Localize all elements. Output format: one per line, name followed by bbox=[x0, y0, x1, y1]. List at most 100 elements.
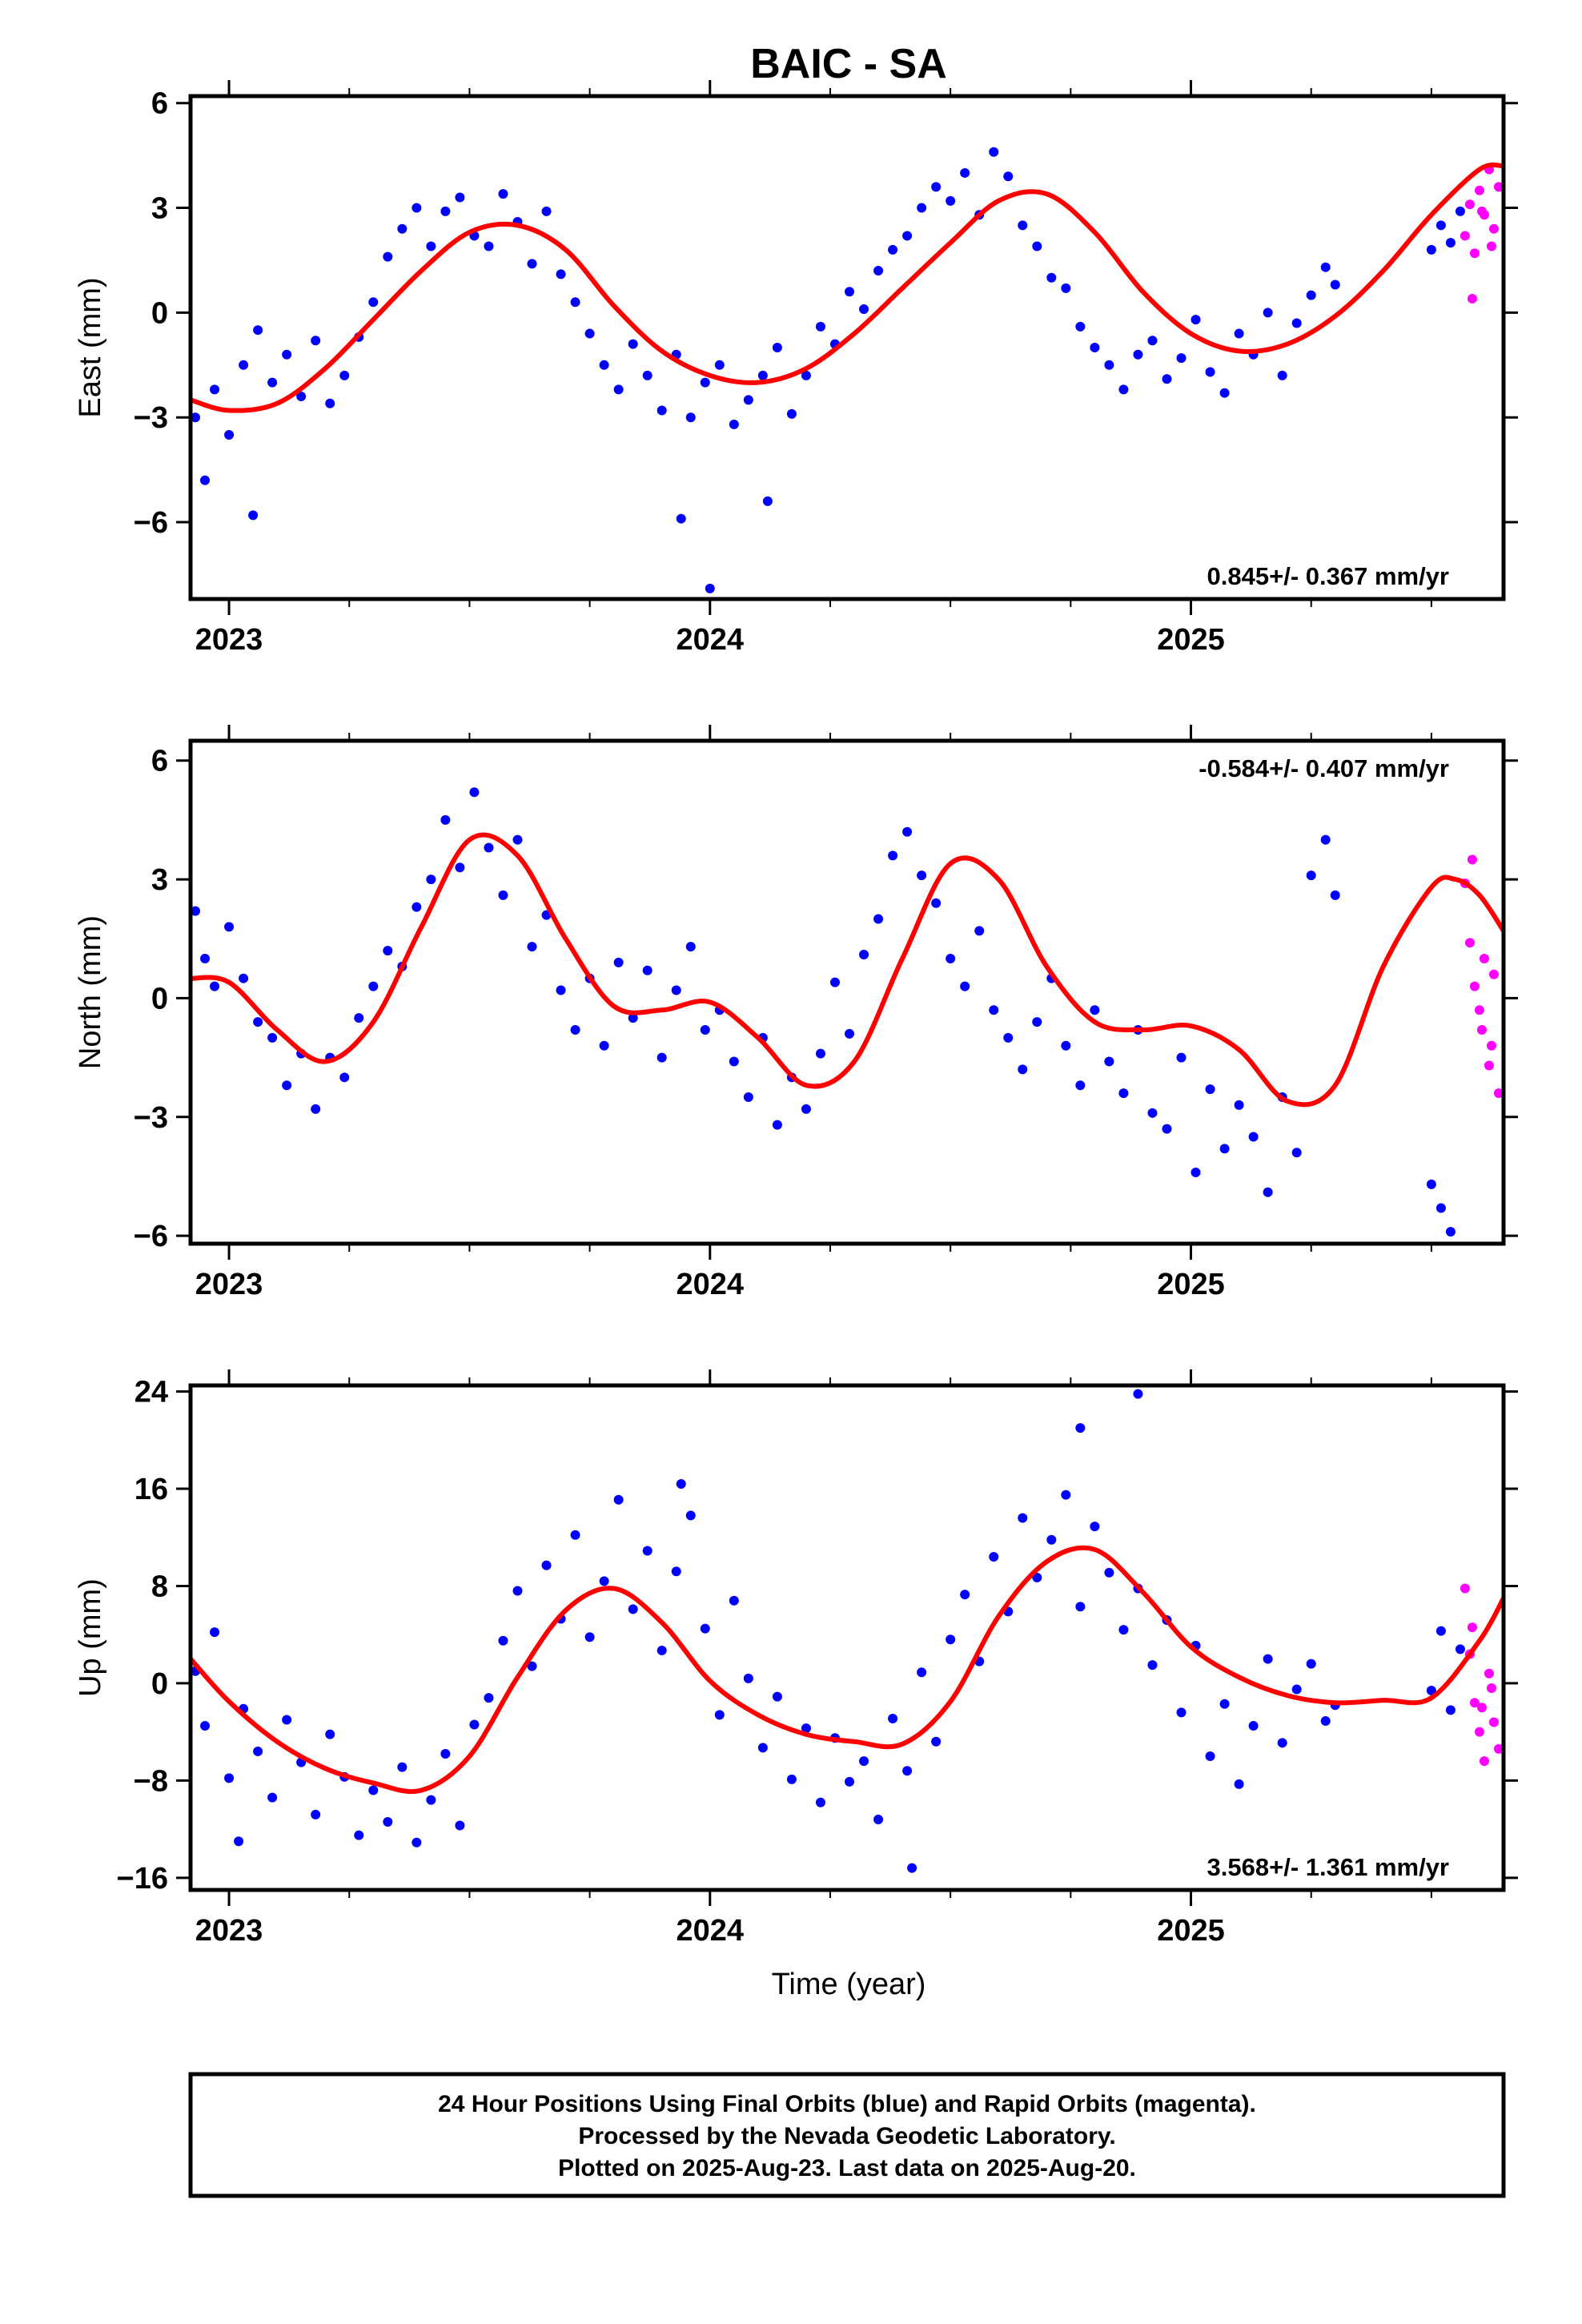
north-final-point bbox=[743, 1092, 753, 1103]
east-final-point bbox=[613, 384, 624, 395]
north-rapid-point bbox=[1464, 938, 1475, 948]
north-final-point bbox=[200, 953, 211, 963]
up-final-point bbox=[642, 1546, 652, 1556]
east-final-point bbox=[1090, 343, 1100, 352]
up-final-point bbox=[426, 1795, 436, 1805]
east-final-point bbox=[1330, 279, 1340, 290]
east-final-point bbox=[946, 195, 956, 206]
north-final-point bbox=[1426, 1179, 1436, 1189]
east-final-point bbox=[1320, 262, 1331, 272]
east-final-point bbox=[786, 408, 797, 419]
x-axis-label: Time (year) bbox=[772, 1968, 926, 2001]
north-final-point bbox=[782, 0, 792, 5]
east-final-point bbox=[200, 475, 211, 485]
up-final-point bbox=[1306, 1659, 1316, 1669]
north-final-point bbox=[873, 914, 884, 924]
north-y-tick-label: −3 bbox=[134, 1101, 168, 1135]
east-final-point bbox=[498, 189, 508, 199]
up-final-point bbox=[946, 1634, 956, 1645]
up-y-tick-label: 24 bbox=[135, 1376, 168, 1409]
east-final-point bbox=[700, 377, 710, 388]
up-rapid-point bbox=[1493, 1743, 1504, 1754]
east-final-point bbox=[1147, 336, 1158, 346]
up-final-point bbox=[210, 1627, 220, 1638]
north-final-point bbox=[917, 870, 927, 881]
up-final-point bbox=[1263, 1654, 1273, 1664]
north-final-point bbox=[1435, 1203, 1446, 1213]
east-final-point bbox=[1435, 220, 1446, 231]
east-final-point bbox=[960, 167, 970, 178]
north-final-point bbox=[815, 1048, 825, 1059]
up-final-point bbox=[397, 1762, 408, 1772]
east-x-tick-label: 2025 bbox=[1157, 623, 1225, 657]
north-final-point bbox=[613, 957, 624, 967]
north-final-point bbox=[1032, 1017, 1042, 1027]
north-final-point bbox=[946, 953, 956, 963]
up-final-point bbox=[1046, 1534, 1057, 1545]
north-final-point bbox=[700, 1024, 710, 1035]
north-final-point bbox=[1254, 0, 1263, 5]
up-final-point bbox=[570, 1530, 580, 1540]
north-final-point bbox=[801, 1104, 811, 1114]
up-final-point bbox=[368, 1785, 379, 1795]
north-final-point bbox=[960, 981, 970, 991]
east-final-point bbox=[455, 192, 465, 203]
east-final-point bbox=[656, 405, 667, 416]
up-rapid-point bbox=[1467, 1622, 1477, 1633]
east-final-point bbox=[1061, 283, 1071, 293]
up-final-point bbox=[656, 1645, 667, 1655]
up-final-point bbox=[325, 1729, 335, 1739]
north-final-point bbox=[484, 842, 494, 853]
up-final-point bbox=[1090, 1522, 1100, 1532]
north-final-point bbox=[859, 950, 869, 960]
east-final-point bbox=[772, 343, 782, 352]
north-final-point bbox=[656, 1052, 667, 1063]
north-rapid-point bbox=[1484, 1060, 1494, 1071]
east-final-point bbox=[397, 223, 408, 234]
up-final-point bbox=[354, 1830, 364, 1840]
up-final-point bbox=[1248, 1721, 1259, 1731]
north-final-point bbox=[931, 898, 942, 908]
footer-line-1: 24 Hour Positions Using Final Orbits (bl… bbox=[438, 2091, 1256, 2117]
north-final-point bbox=[1003, 1032, 1014, 1043]
north-final-point bbox=[772, 1120, 782, 1130]
north-final-point bbox=[888, 850, 898, 861]
north-final-point bbox=[1191, 1167, 1201, 1177]
east-panel: 2023 2024 2025 6 3 0 −3 −6 East (mm) 0.845+/- 0.3… bbox=[74, 80, 1518, 657]
north-y-tick-label: −6 bbox=[134, 1220, 168, 1253]
east-final-point bbox=[873, 266, 884, 276]
north-final-point bbox=[1248, 1132, 1259, 1142]
up-final-point bbox=[907, 1863, 917, 1873]
east-final-point bbox=[556, 269, 566, 279]
north-final-point bbox=[556, 985, 566, 995]
east-rapid-point bbox=[1486, 241, 1496, 251]
east-final-point bbox=[1191, 315, 1201, 325]
east-final-point bbox=[325, 398, 335, 408]
up-final-point bbox=[628, 1604, 638, 1614]
north-final-point bbox=[1330, 890, 1340, 900]
east-final-point bbox=[267, 377, 278, 388]
east-final-point bbox=[1277, 370, 1287, 380]
east-final-point bbox=[239, 360, 249, 370]
up-final-point bbox=[512, 1586, 523, 1596]
up-rapid-point bbox=[1479, 1756, 1489, 1767]
up-final-point bbox=[1075, 1602, 1086, 1612]
east-final-point bbox=[917, 203, 927, 213]
chart-title: BAIC - SA bbox=[750, 41, 947, 87]
north-final-point bbox=[354, 1013, 364, 1023]
east-final-point bbox=[1133, 349, 1143, 360]
up-final-point bbox=[685, 1510, 696, 1521]
north-final-point bbox=[671, 985, 681, 995]
east-final-point bbox=[440, 206, 451, 216]
east-final-point bbox=[762, 496, 773, 506]
east-rapid-point bbox=[1493, 182, 1504, 192]
up-final-point bbox=[888, 1713, 898, 1723]
up-final-point bbox=[599, 1576, 609, 1586]
up-final-point bbox=[873, 1814, 884, 1824]
up-final-point bbox=[1075, 1423, 1086, 1433]
north-rapid-point bbox=[1479, 953, 1489, 963]
north-plot-area bbox=[191, 0, 1504, 1237]
north-x-tick-label: 2025 bbox=[1157, 1268, 1225, 1301]
north-final-point bbox=[1219, 1144, 1230, 1154]
up-final-point bbox=[1277, 1738, 1287, 1748]
